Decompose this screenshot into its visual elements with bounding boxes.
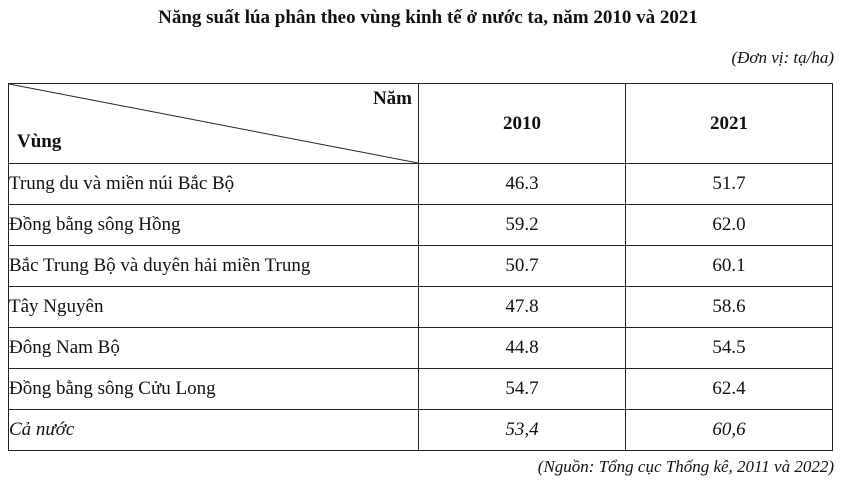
corner-header-cell: Năm Vùng	[8, 83, 419, 164]
value-2010-cell: 46.3	[418, 163, 626, 205]
value-2021-cell: 58.6	[625, 286, 833, 328]
value-2010-cell: 47.8	[418, 286, 626, 328]
region-cell: Đồng bằng sông Hồng	[8, 204, 419, 246]
total-2021-cell: 60,6	[625, 409, 833, 451]
value-2021-cell: 62.4	[625, 368, 833, 410]
table-row: Đông Nam Bộ 44.8 54.5	[8, 327, 833, 369]
unit-note: (Đơn vị: tạ/ha)	[731, 48, 834, 67]
table-row: Đồng bằng sông Hồng 59.2 62.0	[8, 204, 833, 246]
value-2010-cell: 54.7	[418, 368, 626, 410]
table-header-row: Năm Vùng 2010 2021	[8, 83, 833, 164]
total-row: Cả nước 53,4 60,6	[8, 409, 833, 451]
total-region-cell: Cả nước	[8, 409, 419, 451]
value-2010-cell: 59.2	[418, 204, 626, 246]
source-note: (Nguồn: Tổng cục Thống kê, 2011 và 2022)	[537, 457, 834, 476]
region-cell: Bắc Trung Bộ và duyên hải miền Trung	[8, 245, 419, 287]
corner-label-region: Vùng	[17, 131, 62, 152]
value-2021-cell: 51.7	[625, 163, 833, 205]
table-row: Tây Nguyên 47.8 58.6	[8, 286, 833, 328]
total-2010-cell: 53,4	[418, 409, 626, 451]
data-table: Năm Vùng 2010 2021 Trung du và miền núi …	[8, 83, 833, 451]
value-2021-cell: 60.1	[625, 245, 833, 287]
table-row: Đồng bằng sông Cửu Long 54.7 62.4	[8, 368, 833, 410]
value-2021-cell: 62.0	[625, 204, 833, 246]
diagonal-divider	[9, 84, 418, 163]
value-2021-cell: 54.5	[625, 327, 833, 369]
region-cell: Tây Nguyên	[8, 286, 419, 328]
table-row: Trung du và miền núi Bắc Bộ 46.3 51.7	[8, 163, 833, 205]
region-cell: Trung du và miền núi Bắc Bộ	[8, 163, 419, 205]
corner-label-year: Năm	[372, 88, 412, 109]
region-cell: Đông Nam Bộ	[8, 327, 419, 369]
column-header-2021: 2021	[625, 83, 833, 164]
region-cell: Đồng bằng sông Cửu Long	[8, 368, 419, 410]
column-header-2010: 2010	[418, 83, 626, 164]
table-row: Bắc Trung Bộ và duyên hải miền Trung 50.…	[8, 245, 833, 287]
table-title: Năng suất lúa phân theo vùng kinh tế ở n…	[158, 7, 698, 28]
value-2010-cell: 50.7	[418, 245, 626, 287]
value-2010-cell: 44.8	[418, 327, 626, 369]
